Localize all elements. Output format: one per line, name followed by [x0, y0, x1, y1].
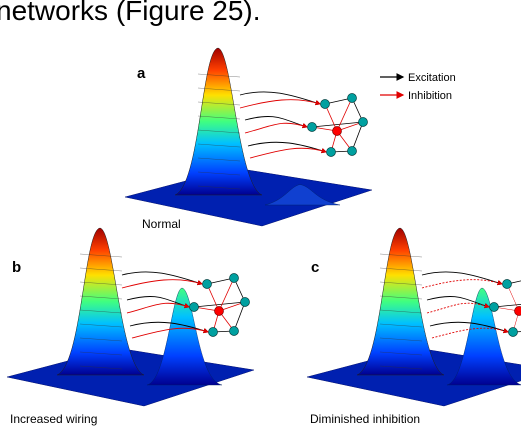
neuron [202, 279, 212, 289]
connection-arrow [247, 141, 327, 154]
surface-mesh [379, 351, 423, 356]
panel-label: b [12, 259, 21, 276]
neuron [508, 327, 518, 337]
neuron [489, 302, 499, 312]
inhibitory-connection [218, 277, 235, 312]
surface-mesh [379, 253, 423, 258]
surface-mesh [79, 295, 123, 300]
surface-peak [56, 227, 145, 376]
legend-label: Excitation [408, 72, 456, 84]
connection-arrow [121, 279, 203, 289]
neuron [502, 279, 512, 289]
surface-mesh [197, 157, 241, 162]
surface-peak [446, 287, 521, 386]
surface-mesh [197, 115, 241, 120]
connection [493, 303, 521, 308]
connection-arrow [244, 122, 308, 134]
surface-mesh [79, 309, 123, 314]
surface-mesh [379, 267, 423, 272]
surface-peak [174, 47, 263, 196]
neuron [240, 297, 250, 307]
connection-arrow [239, 91, 321, 106]
neuron [347, 93, 357, 103]
surface-mesh [379, 281, 423, 286]
inhibitory-neuron [332, 126, 342, 136]
panels: a Normal b Increased wiring c Diminished inhi… [6, 47, 521, 426]
neuron [189, 302, 199, 312]
surface-peak [356, 227, 445, 376]
inhibitory-neuron [214, 306, 224, 316]
connection-arrow [239, 99, 321, 109]
surface-mesh [79, 337, 123, 342]
connection-arrow [431, 327, 509, 339]
neuron [326, 147, 336, 157]
inhibitory-connection [324, 103, 338, 132]
surface-mesh [79, 281, 123, 286]
surface-mesh [379, 309, 423, 314]
surface-mesh [197, 143, 241, 148]
neuron [347, 146, 357, 156]
panel-caption: Diminished inhibition [310, 412, 420, 426]
panel-caption: Normal [142, 217, 181, 231]
connection-arrow [129, 321, 209, 334]
legend-label: Inhibition [408, 90, 452, 102]
connection-arrow [126, 302, 190, 314]
panel [6, 227, 255, 407]
connection [233, 301, 246, 332]
surface-mesh [379, 323, 423, 328]
surface-mesh [379, 337, 423, 342]
connection-arrow [121, 271, 203, 286]
inhibitory-connection [336, 97, 353, 132]
surface-mesh [79, 267, 123, 272]
surface-mesh [197, 171, 241, 176]
connection-arrow [421, 279, 503, 289]
surface-mesh [79, 253, 123, 258]
surface-mesh [79, 351, 123, 356]
surface-mesh [379, 295, 423, 300]
neuron [229, 273, 239, 283]
surface-mesh [197, 185, 241, 190]
connection [193, 301, 246, 308]
surface-mesh [79, 323, 123, 328]
inhibitory-connection [506, 283, 520, 312]
panel-label: a [137, 65, 146, 82]
inhibitory-connection [206, 283, 220, 312]
connection-arrow [421, 271, 503, 286]
panel-label: c [311, 259, 319, 276]
surface-mesh [197, 129, 241, 134]
connection [351, 121, 364, 152]
neuron [307, 122, 317, 132]
neuron [229, 326, 239, 336]
surface-mesh [197, 101, 241, 106]
connection-arrow [131, 327, 209, 339]
connection-arrow [426, 302, 490, 314]
surface-mesh [197, 73, 241, 78]
surface-mesh [379, 365, 423, 370]
surface-peak [146, 287, 223, 386]
connection-arrow [244, 116, 308, 129]
connection-arrow [249, 147, 327, 159]
inhibitory-neuron [514, 306, 521, 316]
surface-peak [264, 184, 341, 206]
neuron [358, 117, 368, 127]
panel [124, 47, 373, 227]
surface-mesh [79, 365, 123, 370]
neuron [208, 327, 218, 337]
connection [311, 121, 364, 128]
header-text: networks (Figure 25). [0, 0, 261, 26]
panel [306, 227, 521, 407]
connection-arrow [429, 321, 509, 334]
neuron [320, 99, 330, 109]
surface-mesh [197, 87, 241, 92]
panel-caption: Increased wiring [10, 412, 97, 426]
